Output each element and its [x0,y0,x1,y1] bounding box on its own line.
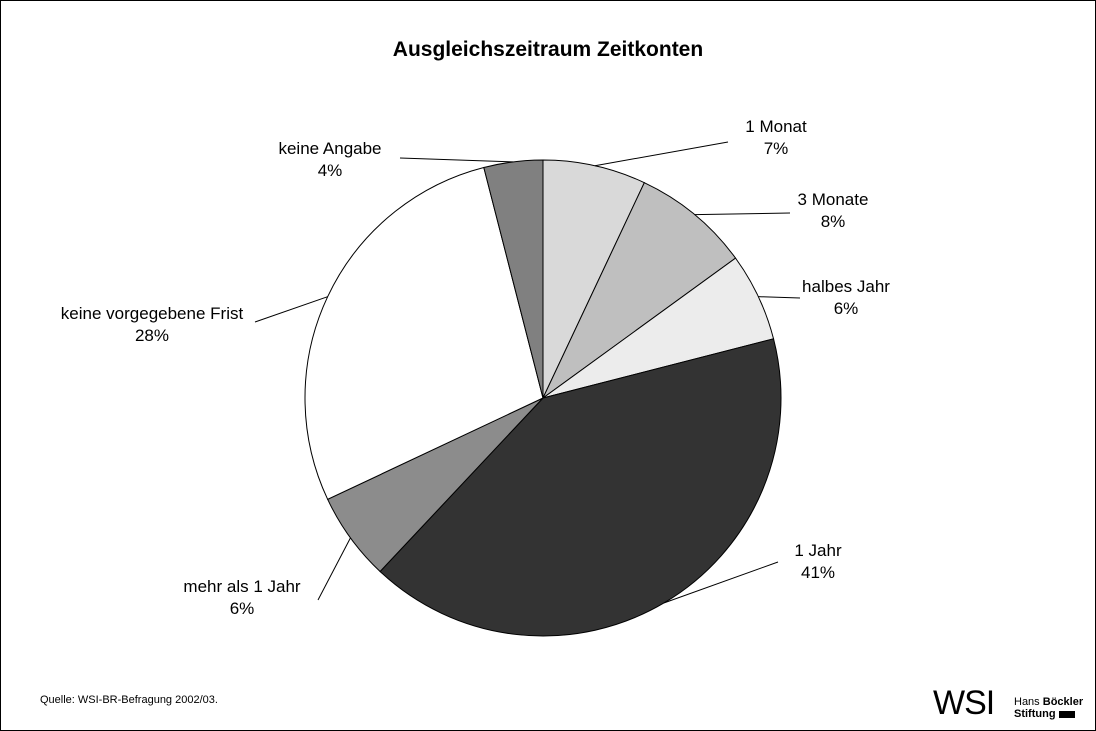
slice-category: 1 Jahr [794,541,842,560]
leader-line [399,157,514,163]
leader-line [254,296,328,323]
slice-value: 41% [800,563,836,582]
leader-line [663,561,779,604]
pie-slice [304,166,544,501]
leader-line [758,296,801,299]
slice-label: keine Angabe 4% [278,138,381,182]
logo-stiftung: Stiftung [1014,708,1056,720]
pie-slice [542,181,737,399]
slice-label: halbes Jahr 6% [802,276,890,320]
logo-bar [1058,710,1075,718]
leader-line [317,537,351,601]
slice-label: 1 Monat 7% [745,116,806,160]
slice-category: mehr als 1 Jahr [183,577,301,596]
pie-slice [542,159,646,399]
slice-value: 7% [763,139,789,158]
chart-title: Ausgleichszeitraum Zeitkonten [392,38,704,61]
slice-label: keine vorgegebene Frist 28% [61,303,243,347]
slice-value: 8% [820,212,846,231]
slice-category: halbes Jahr [802,277,890,296]
slice-category: 3 Monate [797,190,869,209]
slice-label: 3 Monate 8% [798,189,869,233]
logo-hans: Hans [1014,696,1040,708]
leader-line [594,141,729,167]
slice-category: keine vorgegebene Frist [60,304,244,323]
slice-value: 6% [229,599,255,618]
logo-text: Hans Böckler Stiftung [1014,696,1083,720]
leader-line [694,212,791,216]
slice-value: 4% [317,161,343,180]
slice-value: 6% [833,299,859,318]
slice-category: 1 Monat [745,117,807,136]
logo-boeckler: Böckler [1042,696,1084,708]
logo-mark: WSI [933,684,995,722]
slice-label: mehr als 1 Jahr 6% [183,576,300,620]
slice-category: keine Angabe [278,139,382,158]
pie-slice [483,159,544,399]
source-note: Quelle: WSI-BR-Befragung 2002/03. [40,694,218,706]
slice-value: 28% [134,326,170,345]
slice-label: 1 Jahr 41% [794,540,841,584]
